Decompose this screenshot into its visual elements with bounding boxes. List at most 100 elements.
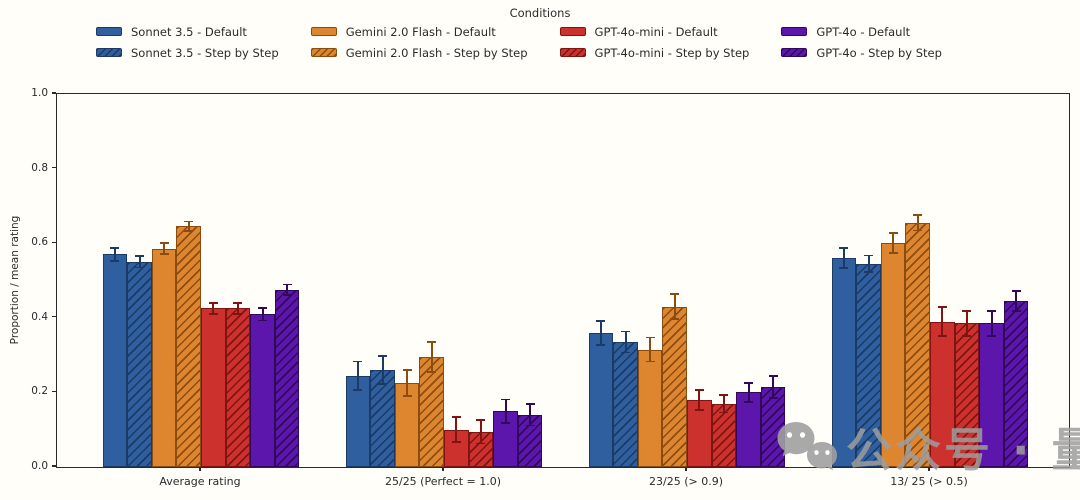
error-bar-cap	[110, 246, 120, 249]
bar	[711, 403, 737, 467]
error-bar	[455, 417, 458, 443]
error-bar	[381, 356, 384, 384]
bar	[662, 306, 687, 467]
error-bar-cap	[525, 424, 535, 427]
error-bar-cap	[719, 393, 729, 396]
error-bar-cap	[258, 306, 267, 309]
error-bar-cap	[353, 360, 363, 363]
legend-swatch-hatched	[310, 48, 337, 57]
error-bar	[990, 311, 993, 336]
error-bar	[965, 311, 968, 336]
y-tick-label: 0.8	[31, 161, 48, 174]
bar	[419, 356, 444, 467]
bar	[151, 248, 177, 467]
error-bar	[479, 419, 482, 444]
x-tick-label: Average rating	[159, 475, 241, 488]
y-tick	[51, 92, 56, 94]
error-bar	[673, 294, 676, 319]
error-bar-cap	[670, 318, 680, 320]
legend: Sonnet 3.5 - Default Sonnet 3.5 - Step by…	[96, 23, 942, 61]
legend-swatch-hatched	[781, 48, 808, 57]
x-tick	[199, 467, 201, 471]
error-bar	[747, 382, 750, 403]
error-bar	[941, 307, 944, 336]
bar	[905, 222, 930, 467]
error-bar-cap	[110, 260, 120, 262]
error-bar-cap	[719, 411, 729, 414]
legend-column: GPT-4o-mini - Default GPT-4o-mini - Step …	[559, 23, 750, 61]
error-bar	[187, 221, 190, 232]
legend-item: Gemini 2.0 Flash - Default	[310, 23, 528, 40]
error-bar-cap	[233, 312, 243, 315]
error-bar-cap	[378, 355, 387, 358]
error-bar-cap	[233, 302, 243, 305]
error-bar-cap	[744, 381, 753, 384]
error-bar-cap	[596, 343, 606, 346]
error-bar-cap	[159, 253, 169, 256]
error-bar-cap	[645, 336, 655, 339]
bar	[954, 323, 980, 467]
error-bar-cap	[694, 409, 704, 411]
bar	[613, 342, 638, 467]
x-tick-label: 23/25 (> 0.9)	[649, 475, 723, 488]
plot-area	[56, 93, 1070, 468]
legend-item: GPT-4o-mini - Step by Step	[559, 44, 750, 61]
error-bar	[113, 247, 116, 262]
legend-label: GPT-4o - Default	[816, 24, 911, 39]
error-bar-cap	[621, 351, 630, 354]
bar	[274, 289, 300, 467]
y-tick	[51, 390, 56, 392]
error-bar	[867, 255, 870, 272]
error-bar-cap	[839, 267, 849, 270]
error-bar	[163, 243, 166, 255]
error-bar	[212, 302, 215, 315]
legend-column: GPT-4o - Default GPT-4o - Step by Step	[781, 23, 942, 61]
error-bar	[406, 370, 409, 397]
error-bar-cap	[135, 266, 144, 269]
error-bar-cap	[1011, 310, 1021, 312]
bar	[394, 383, 420, 467]
error-bar	[892, 233, 895, 254]
error-bar	[286, 284, 289, 296]
error-bar-cap	[768, 396, 778, 399]
error-bar-cap	[427, 370, 437, 373]
bar	[930, 321, 955, 467]
error-bar	[722, 394, 725, 413]
error-bar-cap	[159, 242, 169, 245]
error-bar-cap	[744, 401, 753, 403]
error-bar-cap	[962, 334, 972, 337]
legend-swatch-solid	[310, 27, 337, 36]
error-bar-cap	[768, 375, 778, 377]
y-tick-label: 0.0	[31, 460, 48, 472]
error-bar-cap	[402, 369, 412, 371]
bar	[736, 392, 761, 467]
error-bar	[698, 389, 701, 410]
legend-item: GPT-4o - Default	[781, 23, 942, 40]
legend-swatch-solid	[559, 27, 586, 36]
error-bar-cap	[596, 319, 606, 322]
error-bar-cap	[525, 403, 535, 405]
y-tick-label: 0.2	[31, 385, 48, 398]
error-bar-cap	[208, 301, 218, 304]
error-bar-cap	[864, 271, 873, 273]
legend-swatch-solid	[781, 27, 808, 36]
bar	[1003, 301, 1029, 467]
legend-label: Gemini 2.0 Flash - Default	[345, 24, 496, 39]
legend-label: GPT-4o-mini - Step by Step	[594, 45, 750, 60]
bar	[225, 308, 251, 467]
bar	[250, 314, 275, 467]
error-bar	[261, 307, 264, 321]
legend-label: Gemini 2.0 Flash - Step by Step	[345, 45, 528, 60]
error-bar-cap	[987, 334, 996, 337]
error-bar-cap	[888, 252, 898, 255]
bar	[760, 386, 786, 467]
error-bar	[138, 256, 141, 268]
y-tick-label: 0.6	[31, 236, 48, 249]
error-bar-cap	[937, 334, 947, 337]
legend-item: GPT-4o - Step by Step	[781, 44, 942, 61]
error-bar-cap	[184, 220, 194, 223]
legend-item: Sonnet 3.5 - Default	[96, 23, 279, 40]
y-axis-label: Proportion / mean rating	[9, 215, 21, 345]
bar	[201, 308, 226, 467]
error-bar-cap	[937, 306, 947, 309]
